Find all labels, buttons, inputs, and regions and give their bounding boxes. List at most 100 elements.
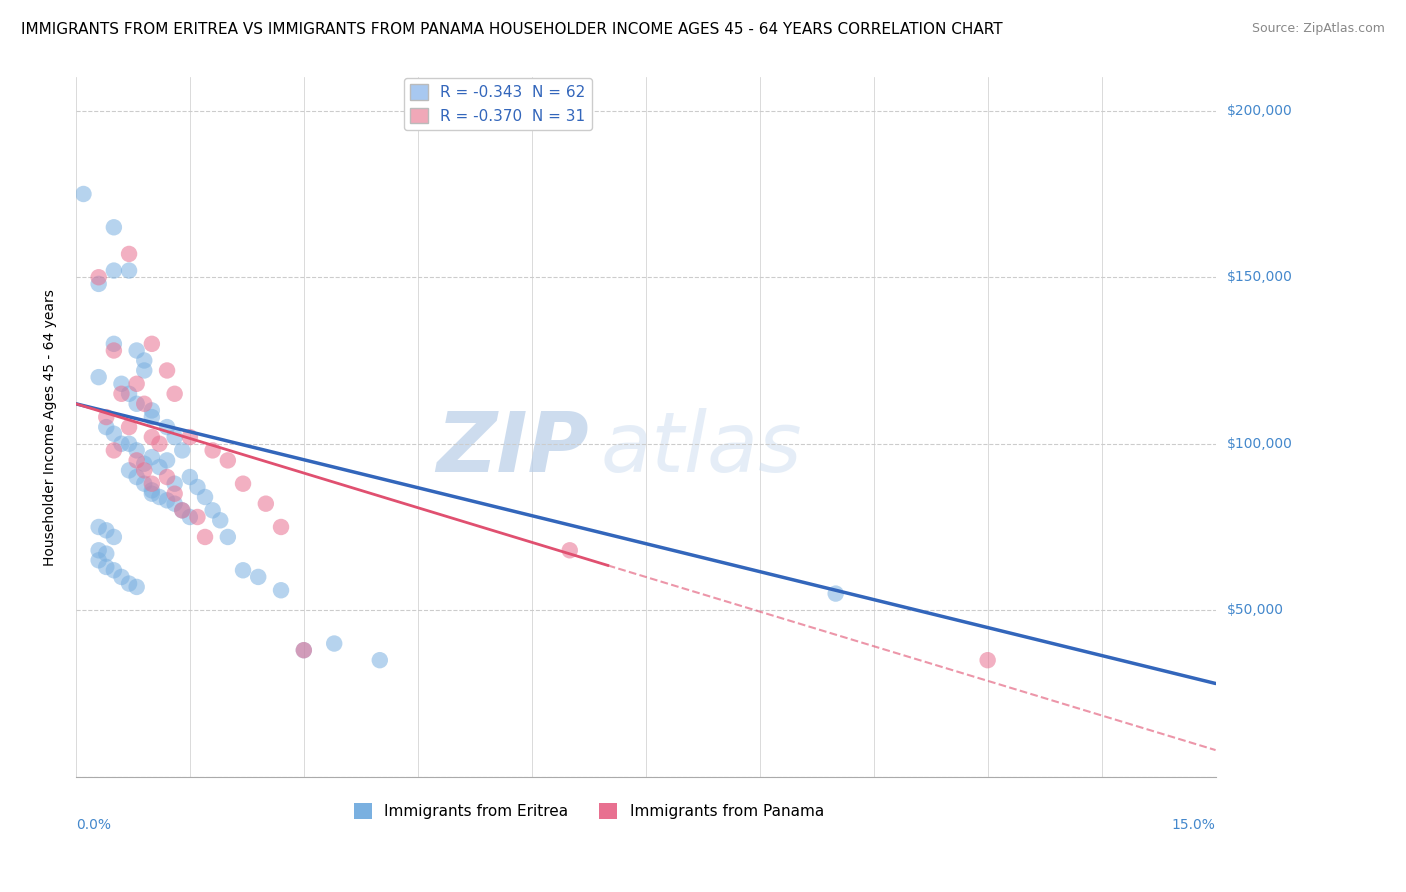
Point bbox=[824, 586, 846, 600]
Point bbox=[232, 476, 254, 491]
Point bbox=[270, 583, 292, 598]
Point bbox=[118, 263, 141, 277]
Point bbox=[110, 570, 132, 584]
Point bbox=[186, 480, 208, 494]
Point bbox=[156, 493, 179, 508]
Point bbox=[103, 426, 125, 441]
Point bbox=[125, 470, 148, 484]
Point bbox=[96, 524, 118, 538]
Point bbox=[156, 453, 179, 467]
Point bbox=[163, 386, 186, 401]
Point bbox=[156, 420, 179, 434]
Point bbox=[148, 460, 170, 475]
Point bbox=[87, 543, 110, 558]
Point bbox=[201, 503, 224, 517]
Point bbox=[87, 270, 110, 285]
Point bbox=[141, 483, 163, 498]
Point bbox=[141, 476, 163, 491]
Point bbox=[201, 443, 224, 458]
Point bbox=[103, 443, 125, 458]
Point bbox=[118, 463, 141, 477]
Point bbox=[156, 363, 179, 377]
Point bbox=[96, 420, 118, 434]
Point bbox=[134, 363, 156, 377]
Text: $150,000: $150,000 bbox=[1226, 270, 1292, 285]
Point bbox=[194, 530, 217, 544]
Text: atlas: atlas bbox=[600, 408, 801, 489]
Point bbox=[163, 476, 186, 491]
Point bbox=[134, 463, 156, 477]
Point bbox=[96, 560, 118, 574]
Point bbox=[172, 503, 194, 517]
Point bbox=[292, 643, 315, 657]
Text: 15.0%: 15.0% bbox=[1171, 818, 1216, 832]
Point bbox=[186, 510, 208, 524]
Y-axis label: Householder Income Ages 45 - 64 years: Householder Income Ages 45 - 64 years bbox=[44, 289, 58, 566]
Point bbox=[125, 343, 148, 358]
Point bbox=[558, 543, 581, 558]
Point bbox=[179, 430, 201, 444]
Point bbox=[103, 336, 125, 351]
Point bbox=[217, 453, 239, 467]
Point bbox=[118, 247, 141, 261]
Point bbox=[110, 436, 132, 450]
Point bbox=[163, 486, 186, 500]
Point bbox=[209, 513, 232, 527]
Point bbox=[247, 570, 270, 584]
Point bbox=[141, 450, 163, 464]
Point bbox=[134, 476, 156, 491]
Point bbox=[87, 520, 110, 534]
Text: 0.0%: 0.0% bbox=[76, 818, 111, 832]
Point bbox=[148, 436, 170, 450]
Point bbox=[110, 376, 132, 391]
Point bbox=[134, 457, 156, 471]
Point bbox=[179, 470, 201, 484]
Point bbox=[103, 263, 125, 277]
Point bbox=[141, 403, 163, 417]
Point bbox=[72, 186, 94, 201]
Point bbox=[125, 580, 148, 594]
Point bbox=[254, 497, 277, 511]
Text: $100,000: $100,000 bbox=[1226, 437, 1292, 450]
Point bbox=[217, 530, 239, 544]
Point bbox=[118, 436, 141, 450]
Point bbox=[134, 397, 156, 411]
Text: IMMIGRANTS FROM ERITREA VS IMMIGRANTS FROM PANAMA HOUSEHOLDER INCOME AGES 45 - 6: IMMIGRANTS FROM ERITREA VS IMMIGRANTS FR… bbox=[21, 22, 1002, 37]
Point bbox=[163, 430, 186, 444]
Point bbox=[141, 410, 163, 425]
Point bbox=[87, 370, 110, 384]
Point bbox=[96, 410, 118, 425]
Point bbox=[172, 503, 194, 517]
Point bbox=[118, 386, 141, 401]
Point bbox=[270, 520, 292, 534]
Point bbox=[125, 397, 148, 411]
Point bbox=[96, 547, 118, 561]
Point bbox=[368, 653, 391, 667]
Text: Source: ZipAtlas.com: Source: ZipAtlas.com bbox=[1251, 22, 1385, 36]
Point bbox=[141, 336, 163, 351]
Point bbox=[103, 563, 125, 577]
Point bbox=[125, 443, 148, 458]
Text: $200,000: $200,000 bbox=[1226, 103, 1292, 118]
Point bbox=[141, 430, 163, 444]
Point bbox=[163, 497, 186, 511]
Point bbox=[103, 343, 125, 358]
Point bbox=[292, 643, 315, 657]
Point bbox=[976, 653, 998, 667]
Point bbox=[118, 576, 141, 591]
Point bbox=[179, 510, 201, 524]
Point bbox=[323, 636, 346, 650]
Point bbox=[110, 386, 132, 401]
Point bbox=[156, 470, 179, 484]
Text: ZIP: ZIP bbox=[436, 408, 589, 489]
Point bbox=[125, 376, 148, 391]
Point bbox=[194, 490, 217, 504]
Point bbox=[87, 277, 110, 291]
Point bbox=[103, 530, 125, 544]
Point bbox=[134, 353, 156, 368]
Point bbox=[87, 553, 110, 567]
Point bbox=[125, 453, 148, 467]
Point bbox=[172, 443, 194, 458]
Point bbox=[118, 420, 141, 434]
Point bbox=[148, 490, 170, 504]
